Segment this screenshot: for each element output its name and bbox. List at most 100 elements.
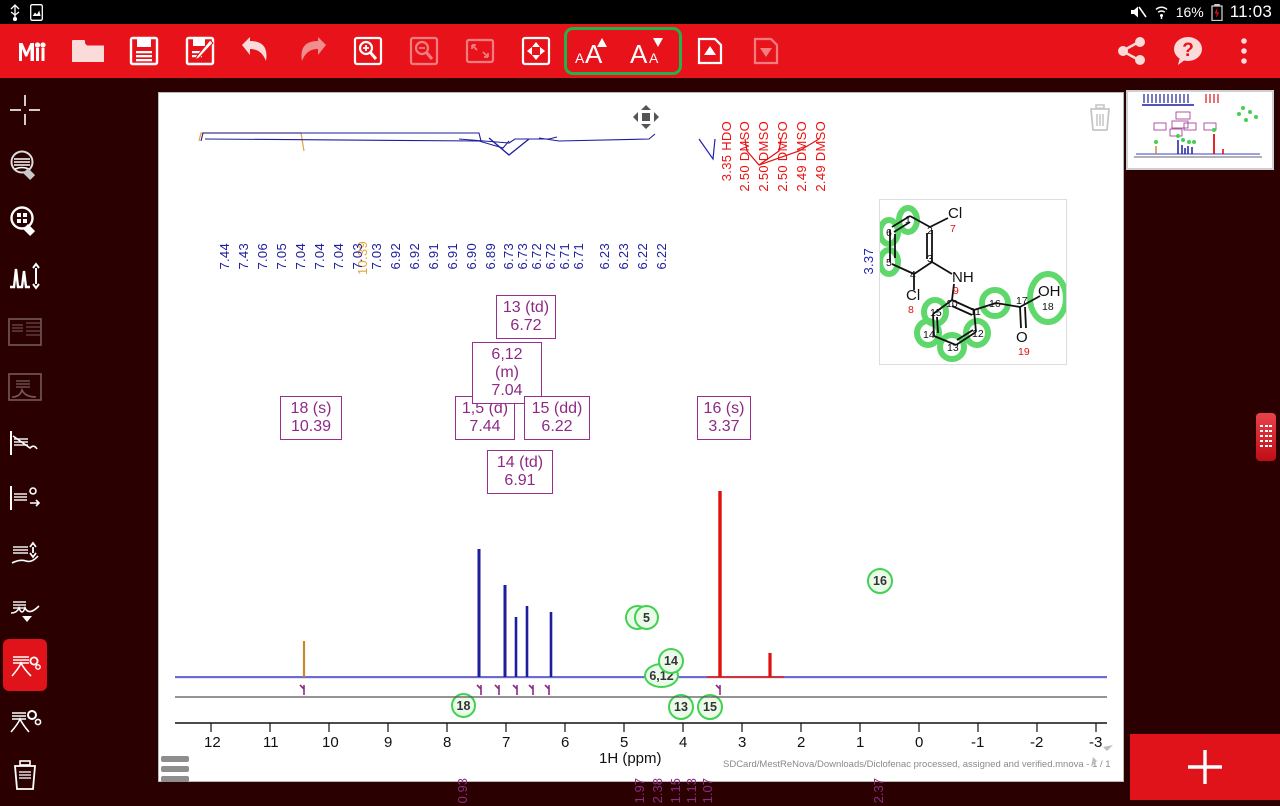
multiplet-shift: 7.04 [491,381,523,399]
help-button[interactable]: ? [1160,25,1216,77]
diclofenac-structure: Cl Cl NH OH O 1 2 3 4 5 6 7 8 9 10 11 12… [880,205,1066,362]
integral-curve-icon [8,372,42,402]
open-folder-button[interactable] [60,25,116,77]
page-menu-button[interactable] [161,756,189,782]
assignment-marker-13[interactable]: 13 [668,694,694,720]
multiplet-box-1-5[interactable]: 1,5 (d) 7.44 [455,396,515,440]
integral-ticks [175,684,1107,698]
sidebar-multiplet-table-tool[interactable] [3,306,47,358]
multiplet-shift: 10.39 [290,417,332,435]
sidebar-zoom-spectrum-tool[interactable] [3,140,47,192]
spectrum-traces [175,491,1107,679]
save-button[interactable] [116,25,172,77]
atom-number-12: 12 [972,328,984,340]
phase-correction-icon [8,595,42,625]
redo-button[interactable] [284,25,340,77]
multiplet-label: 6,12 (m) [491,346,523,381]
sidebar-delete-tool[interactable] [3,750,47,802]
page-thumbnail[interactable] [1126,90,1274,170]
multiplet-label: 18 (s) [290,400,332,417]
trash-icon[interactable] [1087,103,1113,131]
x-axis-tick: 12 [204,734,221,751]
sidebar-reference-tool[interactable] [3,473,47,525]
status-bar-right-icons: 16% 11:03 [1129,2,1280,22]
atom-number-18: 18 [1042,301,1054,313]
next-page-button[interactable] [738,25,794,77]
multiplet-shift: 6.22 [541,417,573,435]
previous-page-button[interactable] [682,25,738,77]
multiplet-shift: 3.37 [708,417,740,435]
assignment-marker-14[interactable]: 14 [658,648,684,674]
sidebar-vertical-scale-tool[interactable] [3,528,47,580]
element-label-cl-7: Cl [948,205,962,222]
zoom-out-button[interactable] [396,25,452,77]
sidebar-baseline-tool[interactable] [3,417,47,469]
multiplet-label: 13 (td) [502,299,550,316]
multiplet-box-18[interactable]: 18 (s) 10.39 [280,396,342,440]
x-axis-tick: 6 [561,734,570,751]
svg-text:A: A [575,50,585,66]
share-button[interactable] [1104,25,1160,77]
multiplet-box-6-12[interactable]: 6,12 (m) 7.04 [472,342,542,404]
x-axis-tick: 9 [384,734,393,751]
tools-sidebar [0,78,50,806]
atom-number-13: 13 [947,342,959,354]
svg-text:A: A [649,50,659,66]
crosshair-icon [8,93,42,127]
multiplet-label: 14 (td) [496,454,544,471]
molecule-structure-panel[interactable]: Cl Cl NH OH O 1 2 3 4 5 6 7 8 9 10 11 12… [879,199,1067,365]
atom-number-2: 2 [927,225,933,237]
multiplet-box-14[interactable]: 14 (td) 6.91 [487,450,553,494]
spectrum-canvas[interactable]: 10.39 7.44 7.43 7.06 7.05 7.04 7.04 7.04 7.03 7.… [158,92,1124,803]
atom-number-1: 1 [905,214,911,226]
overflow-menu-button[interactable] [1216,25,1272,77]
sidebar-zoom-region-tool[interactable] [3,195,47,247]
x-axis-tick: -1 [971,734,985,751]
multiplet-shift: 6.72 [510,316,542,334]
assignment-marker-15[interactable]: 15 [697,694,723,720]
assignment-marker-5[interactable]: 5 [634,605,659,630]
file-path-label: SDCard/MestReNova/Downloads/Diclofenac p… [723,759,1111,770]
hamburger-bar [161,766,189,772]
assignment-marker-16[interactable]: 16 [867,568,893,594]
atom-number-9: 9 [953,285,959,297]
sidebar-assignment-tool[interactable] [3,639,47,691]
x-axis-tick: 7 [502,734,511,751]
table-panel-tab[interactable] [1256,413,1276,461]
x-axis-tick: 2 [797,734,806,751]
x-axis-tick: 4 [679,734,688,751]
element-label-oh: OH [1038,283,1061,300]
baseline-correction-icon [8,428,42,458]
sidebar-peak-picking-tool[interactable] [3,251,47,303]
battery-percent-label: 16% [1175,4,1204,20]
multiplet-box-15[interactable]: 15 (dd) 6.22 [524,396,590,440]
pan-button[interactable] [508,25,564,77]
x-axis-label: 1H (ppm) [599,750,662,767]
fit-to-screen-button[interactable] [452,25,508,77]
save-as-button[interactable] [172,25,228,77]
sidebar-phase-tool[interactable] [3,584,47,636]
resize-corner-icon[interactable] [1089,743,1115,769]
x-axis-tick: 11 [263,734,279,751]
multiplet-label: 1,5 (d) [461,400,509,417]
add-button[interactable] [1130,734,1280,800]
x-axis-tick: 10 [322,734,339,751]
multiplet-box-16[interactable]: 16 (s) 3.37 [697,396,751,440]
battery-low-icon [1211,3,1223,21]
multiplet-box-13[interactable]: 13 (td) 6.72 [496,295,556,339]
undo-button[interactable] [228,25,284,77]
move-handle-icon[interactable] [633,105,659,129]
sidebar-integral-tool[interactable] [3,362,47,414]
sidebar-crosshair-tool[interactable] [3,84,47,136]
multiplet-label: 15 (dd) [531,400,583,417]
sidebar-settings-tool[interactable] [3,695,47,747]
usb-icon [8,3,22,21]
zoom-in-button[interactable] [340,25,396,77]
atom-number-17: 17 [1016,295,1028,307]
atom-number-16: 16 [989,298,1001,310]
plus-icon [1182,744,1228,790]
